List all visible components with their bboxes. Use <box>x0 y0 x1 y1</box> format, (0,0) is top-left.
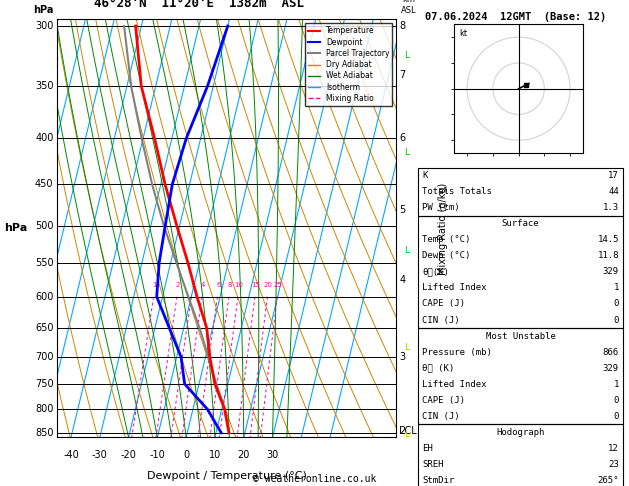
Text: 23: 23 <box>608 460 619 469</box>
Text: PW (cm): PW (cm) <box>422 203 460 212</box>
Text: -20: -20 <box>121 450 136 460</box>
Text: 1: 1 <box>152 282 157 288</box>
Text: CAPE (J): CAPE (J) <box>422 299 465 309</box>
Text: SREH: SREH <box>422 460 443 469</box>
Text: 329: 329 <box>603 267 619 277</box>
Text: 44: 44 <box>608 187 619 196</box>
Text: StmDir: StmDir <box>422 476 454 485</box>
Text: 8: 8 <box>399 21 406 31</box>
Text: └: └ <box>403 151 409 160</box>
Text: 0: 0 <box>613 299 619 309</box>
Text: 866: 866 <box>603 347 619 357</box>
Text: θᴄ(K): θᴄ(K) <box>422 267 449 277</box>
Text: 0: 0 <box>613 315 619 325</box>
Text: 20: 20 <box>264 282 272 288</box>
Text: 8: 8 <box>228 282 232 288</box>
Text: 7: 7 <box>399 70 406 80</box>
Text: km
ASL: km ASL <box>401 0 416 15</box>
Text: 850: 850 <box>35 428 53 438</box>
Text: 1: 1 <box>613 283 619 293</box>
Text: Surface: Surface <box>502 219 539 228</box>
Text: 20: 20 <box>238 450 250 460</box>
Text: └: └ <box>403 345 409 355</box>
Text: 300: 300 <box>35 21 53 31</box>
Text: CIN (J): CIN (J) <box>422 412 460 421</box>
Text: Temp (°C): Temp (°C) <box>422 235 470 244</box>
Text: 650: 650 <box>35 323 53 333</box>
Text: Dewpoint / Temperature (°C): Dewpoint / Temperature (°C) <box>147 471 306 482</box>
Text: 17: 17 <box>608 171 619 180</box>
Text: 1.3: 1.3 <box>603 203 619 212</box>
Text: 750: 750 <box>35 379 53 389</box>
Text: CIN (J): CIN (J) <box>422 315 460 325</box>
Text: kt: kt <box>459 30 467 38</box>
Text: 30: 30 <box>266 450 279 460</box>
Text: Lifted Index: Lifted Index <box>422 380 487 389</box>
Text: 25: 25 <box>274 282 282 288</box>
Text: 3: 3 <box>399 352 406 362</box>
Text: 2: 2 <box>175 282 180 288</box>
Text: 5: 5 <box>399 205 406 215</box>
Text: 800: 800 <box>35 404 53 414</box>
Text: 3: 3 <box>190 282 194 288</box>
Text: 0: 0 <box>613 396 619 405</box>
Text: 550: 550 <box>35 258 53 268</box>
Text: 0: 0 <box>613 412 619 421</box>
Text: LCL: LCL <box>399 426 417 435</box>
Text: 46°28'N  11°20'E  1382m  ASL: 46°28'N 11°20'E 1382m ASL <box>94 0 304 10</box>
Text: 10: 10 <box>235 282 243 288</box>
Text: 1: 1 <box>613 380 619 389</box>
Text: -30: -30 <box>92 450 108 460</box>
Text: 500: 500 <box>35 221 53 230</box>
Text: 0: 0 <box>183 450 189 460</box>
Text: Mixing Ratio (g/kg): Mixing Ratio (g/kg) <box>438 182 448 275</box>
Text: © weatheronline.co.uk: © weatheronline.co.uk <box>253 473 376 484</box>
Text: 265°: 265° <box>598 476 619 485</box>
Text: Dewp (°C): Dewp (°C) <box>422 251 470 260</box>
Text: 6: 6 <box>399 133 406 143</box>
Text: 2: 2 <box>399 426 406 435</box>
Text: Lifted Index: Lifted Index <box>422 283 487 293</box>
Text: Hodograph: Hodograph <box>496 428 545 437</box>
Text: 600: 600 <box>35 292 53 302</box>
Text: 12: 12 <box>608 444 619 453</box>
Legend: Temperature, Dewpoint, Parcel Trajectory, Dry Adiabat, Wet Adiabat, Isotherm, Mi: Temperature, Dewpoint, Parcel Trajectory… <box>305 23 392 106</box>
Text: 07.06.2024  12GMT  (Base: 12): 07.06.2024 12GMT (Base: 12) <box>425 12 606 22</box>
Text: 10: 10 <box>209 450 221 460</box>
Text: 700: 700 <box>35 352 53 362</box>
Text: └: └ <box>403 53 409 63</box>
Text: 400: 400 <box>35 133 53 143</box>
Text: hPa: hPa <box>33 4 53 15</box>
Text: -10: -10 <box>150 450 165 460</box>
Text: 14.5: 14.5 <box>598 235 619 244</box>
Text: └: └ <box>403 433 409 442</box>
Text: 450: 450 <box>35 179 53 190</box>
Text: 329: 329 <box>603 364 619 373</box>
Text: CAPE (J): CAPE (J) <box>422 396 465 405</box>
Text: K: K <box>422 171 428 180</box>
Text: hPa: hPa <box>4 224 27 233</box>
Text: 4: 4 <box>201 282 205 288</box>
Text: 4: 4 <box>399 275 406 285</box>
Text: EH: EH <box>422 444 433 453</box>
Text: θᴄ (K): θᴄ (K) <box>422 364 454 373</box>
Text: -40: -40 <box>63 450 79 460</box>
Text: 15: 15 <box>252 282 260 288</box>
Text: 6: 6 <box>216 282 221 288</box>
Text: Most Unstable: Most Unstable <box>486 331 555 341</box>
Text: 350: 350 <box>35 81 53 91</box>
Text: 11.8: 11.8 <box>598 251 619 260</box>
Text: Totals Totals: Totals Totals <box>422 187 492 196</box>
Text: └: └ <box>403 248 409 258</box>
Text: Pressure (mb): Pressure (mb) <box>422 347 492 357</box>
